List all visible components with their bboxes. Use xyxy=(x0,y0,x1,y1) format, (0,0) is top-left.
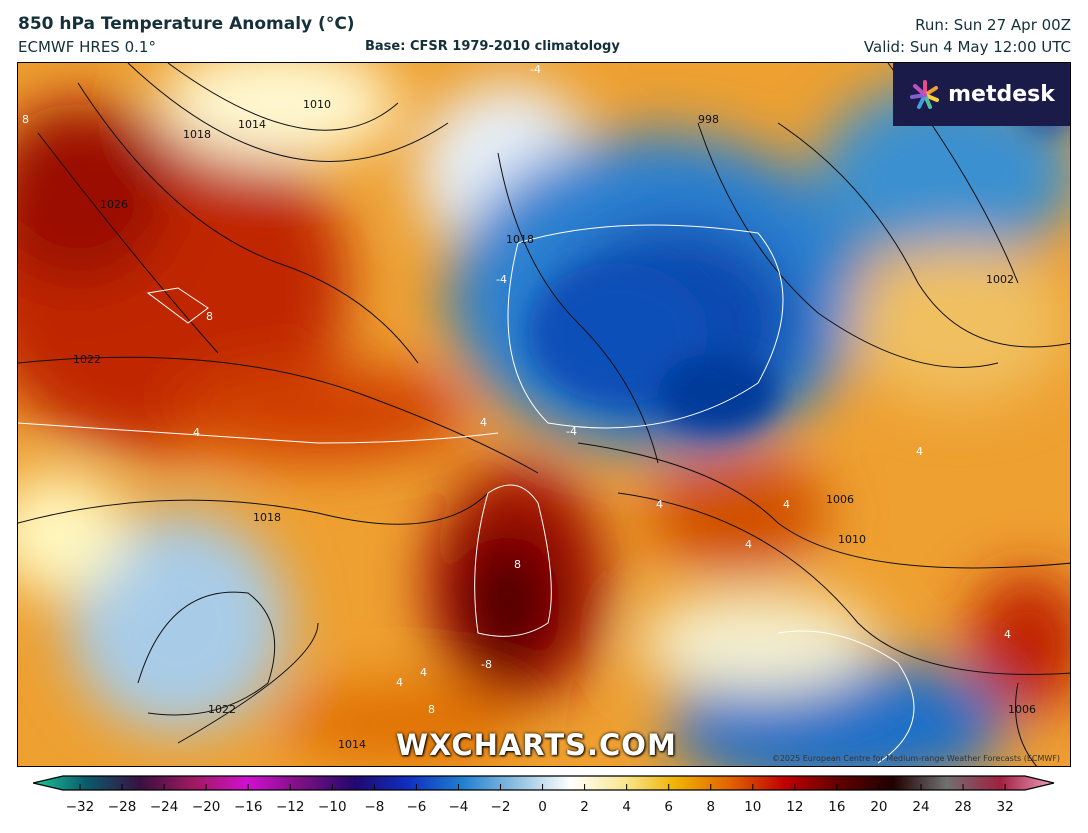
model-label: ECMWF HRES 0.1° xyxy=(18,38,156,56)
svg-text:1006: 1006 xyxy=(826,493,854,506)
colorbar-tick-label: −12 xyxy=(276,799,305,815)
svg-text:8: 8 xyxy=(22,113,29,126)
svg-text:4: 4 xyxy=(480,416,487,429)
svg-text:1018: 1018 xyxy=(253,511,281,524)
isobar-labels: 1010 1014 1018 1026 1022 1018 1022 1002 … xyxy=(73,98,1036,751)
metdesk-logo-text: metdesk xyxy=(948,82,1055,107)
svg-text:998: 998 xyxy=(698,113,719,126)
svg-text:4: 4 xyxy=(1004,628,1011,641)
colorbar-tick-label: −10 xyxy=(318,799,347,815)
colorbar-tick-label: −28 xyxy=(107,799,137,815)
colorbar-tick-label: 0 xyxy=(538,799,547,815)
svg-text:4: 4 xyxy=(745,538,752,551)
colorbar-tick-label: −2 xyxy=(490,799,511,815)
svg-text:-4: -4 xyxy=(566,425,577,438)
svg-text:-4: -4 xyxy=(530,63,541,76)
isobars xyxy=(18,63,1070,766)
svg-text:1018: 1018 xyxy=(183,128,211,141)
colorbar-tick-label: 24 xyxy=(912,799,930,815)
colorbar-tick-label: 28 xyxy=(954,799,972,815)
colorbar-tick-label: 10 xyxy=(744,799,762,815)
anomaly-labels: 8 8 4 4 -4 -4 4 4 8 4 4 4 4 8 -8 4 -4 xyxy=(22,63,1011,716)
metdesk-logo-icon xyxy=(910,79,940,109)
svg-text:1002: 1002 xyxy=(986,273,1014,286)
anomaly-contours xyxy=(18,224,915,764)
climatology-label: Base: CFSR 1979-2010 climatology xyxy=(365,39,620,54)
anomaly-map[interactable]: 1010 1014 1018 1026 1022 1018 1022 1002 … xyxy=(17,62,1071,767)
colorbar-tick-label: −4 xyxy=(448,799,469,815)
svg-text:1014: 1014 xyxy=(338,738,366,751)
colorbar-tick-label: 16 xyxy=(828,799,846,815)
valid-time: Valid: Sun 4 May 12:00 UTC xyxy=(863,38,1071,56)
wxcharts-watermark: WXCHARTS.COM xyxy=(396,728,677,762)
colorbar xyxy=(33,775,1055,791)
svg-text:1022: 1022 xyxy=(73,353,101,366)
svg-text:4: 4 xyxy=(783,498,790,511)
svg-text:1010: 1010 xyxy=(838,533,866,546)
svg-text:4: 4 xyxy=(420,666,427,679)
colorbar-tick-label: −32 xyxy=(65,799,95,815)
svg-text:4: 4 xyxy=(916,445,923,458)
copyright-notice: ©2025 European Centre for Medium-range W… xyxy=(771,754,1060,763)
svg-text:1010: 1010 xyxy=(303,98,331,111)
colorbar-tick-label: 8 xyxy=(706,799,716,815)
svg-text:-8: -8 xyxy=(481,658,492,671)
chart-title: 850 hPa Temperature Anomaly (°C) xyxy=(18,14,355,34)
svg-text:1026: 1026 xyxy=(100,198,128,211)
colorbar-tick-label: −8 xyxy=(364,799,385,815)
svg-text:4: 4 xyxy=(656,498,663,511)
svg-text:-4: -4 xyxy=(496,273,507,286)
colorbar-tick-label: 20 xyxy=(870,799,888,815)
colorbar-tick-label: 32 xyxy=(996,799,1014,815)
metdesk-logo: metdesk xyxy=(893,63,1070,126)
colorbar-tick-label: 2 xyxy=(580,799,589,815)
colorbar-tick-label: 6 xyxy=(664,799,673,815)
svg-text:1006: 1006 xyxy=(1008,703,1036,716)
svg-text:4: 4 xyxy=(396,676,403,689)
svg-text:1022: 1022 xyxy=(208,703,236,716)
svg-text:4: 4 xyxy=(193,426,200,439)
colorbar-tick-label: −6 xyxy=(406,799,427,815)
colorbar-tick-label: −16 xyxy=(233,799,263,815)
colorbar-tick-label: −24 xyxy=(149,799,179,815)
svg-text:8: 8 xyxy=(514,558,521,571)
colorbar-tick-label: 12 xyxy=(786,799,804,815)
svg-text:1014: 1014 xyxy=(238,118,266,131)
svg-text:8: 8 xyxy=(428,703,435,716)
colorbar-tick-label: −20 xyxy=(191,799,221,815)
svg-text:8: 8 xyxy=(206,310,213,323)
colorbar-tick-label: 4 xyxy=(622,799,631,815)
svg-text:1018: 1018 xyxy=(506,233,534,246)
run-time: Run: Sun 27 Apr 00Z xyxy=(915,16,1071,34)
